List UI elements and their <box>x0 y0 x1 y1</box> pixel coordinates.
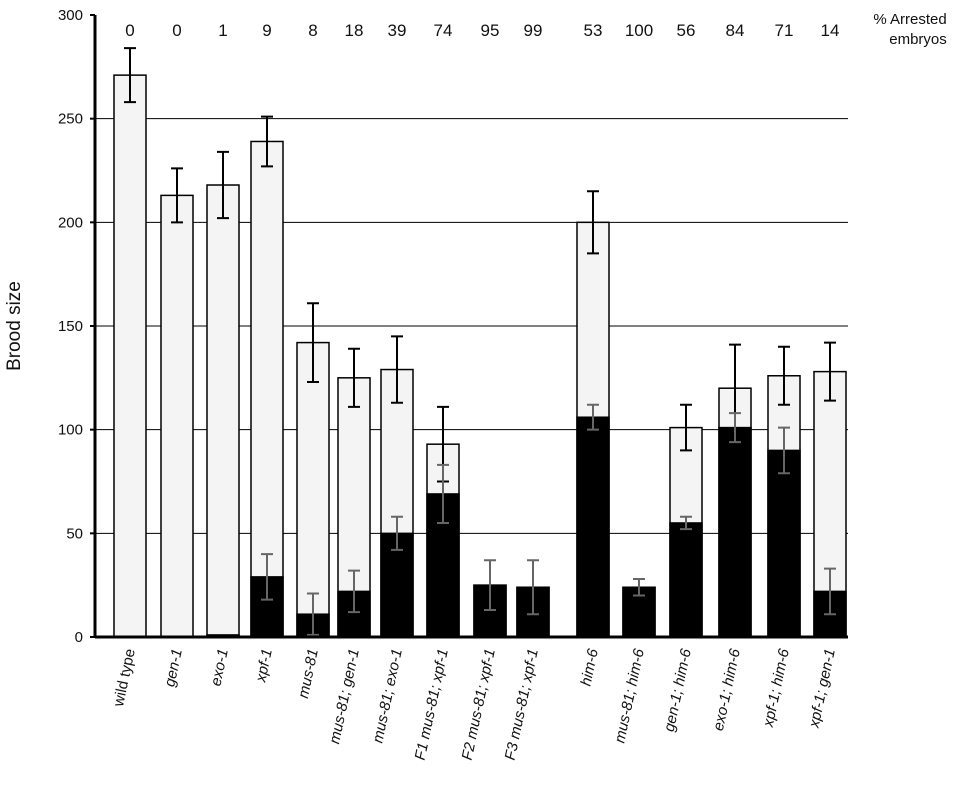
x-tick-label: F2 mus-81; xpf-1 <box>459 647 499 761</box>
y-axis-label: Brood size <box>4 281 25 371</box>
bar <box>718 426 752 638</box>
error-bar <box>307 302 319 383</box>
bar <box>767 449 801 638</box>
x-tick-label: exo-1; him-6 <box>710 647 744 733</box>
error-bar <box>527 559 539 616</box>
error-bar <box>824 341 836 402</box>
error-bar <box>633 577 645 597</box>
x-tick-label: mus-81; gen-1 <box>326 647 363 745</box>
bar <box>160 194 194 638</box>
y-tick-label: 150 <box>58 318 83 335</box>
x-tick-label: F3 mus-81; xpf-1 <box>502 647 542 761</box>
percent-label: 9 <box>262 21 271 40</box>
error-bar <box>261 553 273 601</box>
percent-label: 53 <box>584 21 603 40</box>
error-bar <box>778 426 790 475</box>
error-bar <box>391 515 403 551</box>
bar <box>113 74 147 638</box>
error-bar <box>307 592 319 636</box>
x-tick-label: mus-81; exo-1 <box>369 647 406 744</box>
x-tick-label: mus-81; him-6 <box>611 647 648 745</box>
error-bar <box>729 412 741 444</box>
percent-label: 74 <box>434 21 453 40</box>
percent-label: 99 <box>524 21 543 40</box>
y-tick-label: 50 <box>66 525 83 542</box>
error-bar <box>824 567 836 616</box>
error-bar <box>348 347 360 408</box>
bar <box>576 416 610 638</box>
error-bar <box>680 403 692 452</box>
error-bar <box>348 569 360 614</box>
x-tick-label: exo-1 <box>207 647 231 687</box>
x-tick-label: F1 mus-81; xpf-1 <box>412 647 452 761</box>
bar <box>206 184 240 638</box>
error-bar <box>437 463 449 524</box>
error-bar <box>171 167 183 224</box>
y-tick-label: 0 <box>75 629 83 646</box>
percent-label: 56 <box>677 21 696 40</box>
x-tick-label: xpf-1 <box>252 647 276 684</box>
error-bar <box>680 515 692 531</box>
error-bar <box>391 335 403 404</box>
y-tick-label: 250 <box>58 111 83 128</box>
x-tick-label: him-6 <box>577 647 602 688</box>
percent-label: 18 <box>345 21 364 40</box>
x-tick-label: wild type <box>110 647 139 709</box>
percent-label: 0 <box>125 21 134 40</box>
y-tick-label: 300 <box>58 7 83 24</box>
x-tick-label: xpf-1; him-6 <box>760 647 793 730</box>
percent-header: % Arrested <box>873 11 946 28</box>
x-tick-label: gen-1 <box>161 647 186 688</box>
x-tick-label: mus-81 <box>295 647 322 699</box>
x-tick-label: xpf-1; gen-1 <box>805 647 838 730</box>
y-tick-label: 200 <box>58 214 83 231</box>
x-tick-label: gen-1; him-6 <box>661 647 695 734</box>
error-bar <box>261 115 273 168</box>
percent-label: 39 <box>388 21 407 40</box>
error-bar <box>587 190 599 255</box>
error-bar <box>124 47 136 104</box>
error-bar <box>587 403 599 431</box>
percent-label: 84 <box>726 21 745 40</box>
percent-label: 100 <box>625 21 653 40</box>
percent-label: 8 <box>308 21 317 40</box>
error-bar <box>217 150 229 220</box>
error-bar <box>778 345 790 406</box>
percent-label: 1 <box>218 21 227 40</box>
y-tick-label: 100 <box>58 422 83 439</box>
error-bar <box>484 559 496 612</box>
percent-label: 95 <box>481 21 500 40</box>
percent-header: embryos <box>889 31 947 48</box>
percent-label: 14 <box>821 21 840 40</box>
percent-label: 0 <box>172 21 181 40</box>
percent-label: 71 <box>775 21 794 40</box>
bar <box>669 522 703 638</box>
